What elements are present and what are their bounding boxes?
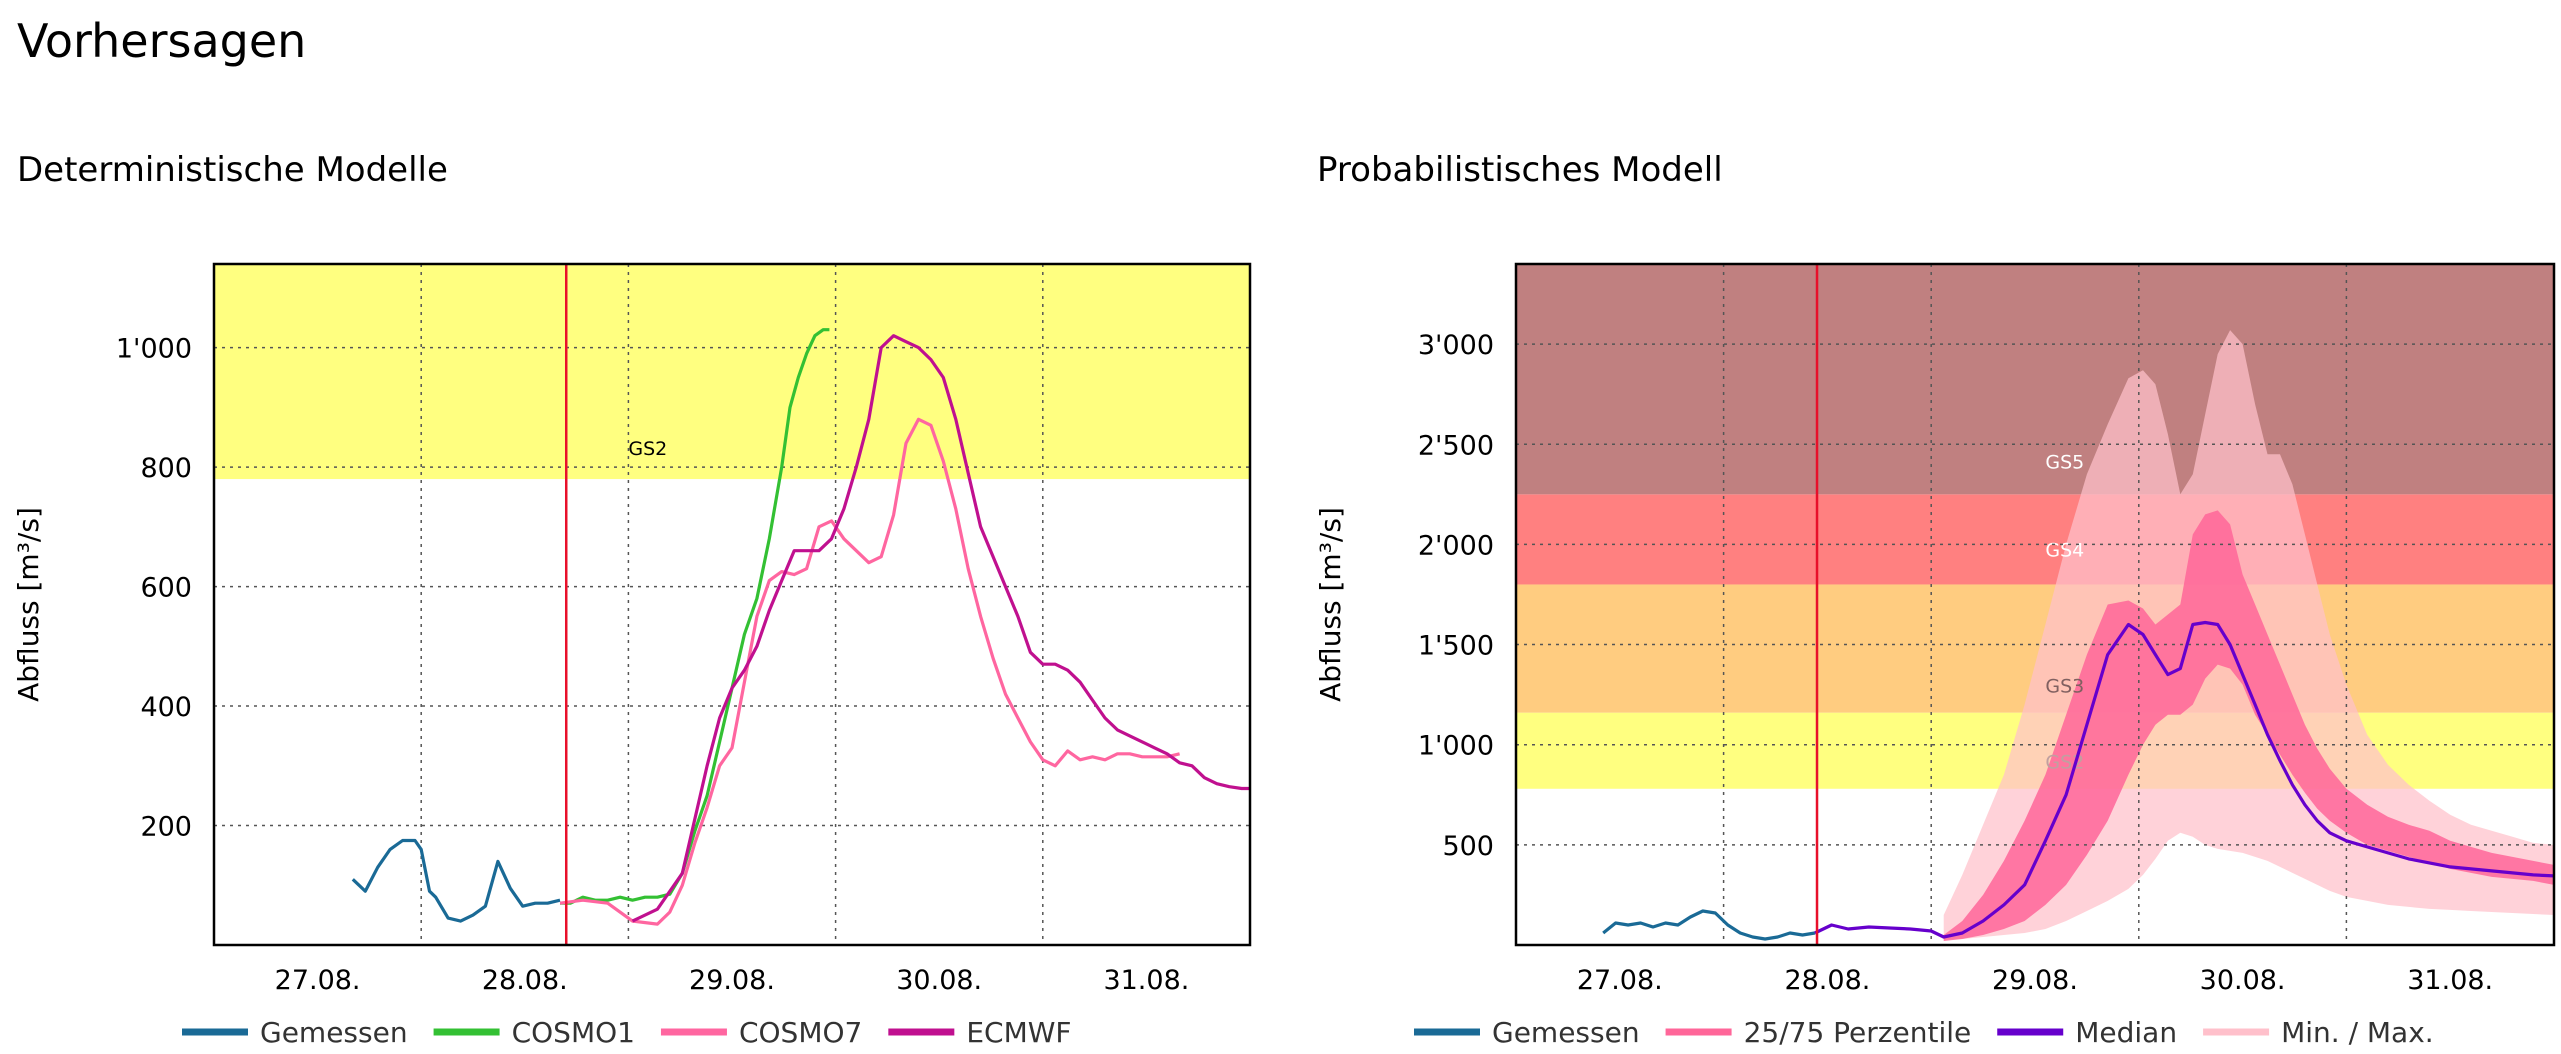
prob-legend-label-min-max: Min. / Max. [2281,1016,2434,1049]
det-series-cosmo7 [559,417,1180,926]
prob-envelope-25-75-perzentile [1943,510,2554,941]
det-series-ecmwf [631,334,1250,923]
deterministic-chart-title: Deterministische Modelle [17,150,448,190]
prob-legend-label-25-75-perzentile: 25/75 Perzentile [1744,1016,1972,1049]
det-band-label-gs2: GS2 [628,438,667,460]
prob-legend-label-median: Median [2075,1016,2177,1049]
prob-band-gs4 [1516,494,2554,585]
prob-y-axis-label: Abfluss [m³/s] [1314,507,1347,702]
prob-y-tick-label: 1'500 [1418,631,1494,662]
det-band-gs2 [214,264,1250,480]
prob-y-tick-label: 500 [1442,831,1494,862]
prob-y-tick-label: 3'000 [1418,330,1494,361]
probabilistic-chart: GS2GS3GS4GS55001'0001'5002'0002'5003'000… [1314,262,2556,1049]
page-title: Vorhersagen [17,14,307,68]
prob-plot-content [1943,330,2554,941]
deterministic-chart: GS2 200 400 600 800 1'000 27.08. 28.08. 29.08. 30… [12,262,1252,1049]
det-x-tick-label: 30.08. [896,965,982,996]
prob-y-tick-label: 1'000 [1418,731,1494,762]
det-series-layer [351,328,1250,926]
det-y-tick-label: 400 [140,692,192,723]
probabilistic-chart-title: Probabilistisches Modell [1317,150,1723,190]
det-series-gemessen [351,838,561,923]
det-x-tick-label: 31.08. [1103,965,1189,996]
det-y-tick-label: 200 [140,812,192,843]
prob-band-gs5 [1516,264,2554,495]
prob-plot-frame [1514,262,2556,947]
prob-x-tick-label: 30.08. [2200,965,2286,996]
prob-band-label-gs5: GS5 [2045,451,2084,473]
det-y-axis-label: Abfluss [m³/s] [12,507,45,702]
prob-band-label-gs3: GS3 [2045,676,2084,698]
det-x-tick-label: 27.08. [275,965,361,996]
prob-x-tick-label: 27.08. [1577,965,1663,996]
det-series-cosmo1 [560,328,830,905]
det-legend-label-ecmwf: ECMWF [966,1016,1071,1049]
prob-band-label-gs4: GS4 [2045,539,2084,561]
det-legend-label-cosmo1: COSMO1 [512,1016,635,1049]
prob-y-tick-label: 2'500 [1418,430,1494,461]
prob-series-gemessen [1602,909,1816,941]
det-x-tick-label: 28.08. [482,965,568,996]
prob-series-layer [1602,620,2554,941]
det-y-tick-label: 800 [140,453,192,484]
prob-x-tick-label: 31.08. [2407,965,2493,996]
prob-x-tick-label: 28.08. [1784,965,1870,996]
prob-x-tick-label: 29.08. [1992,965,2078,996]
det-legend-label-cosmo7: COSMO7 [739,1016,862,1049]
det-plot-frame [212,262,1252,947]
det-y-tick-label: 1'000 [116,334,192,365]
det-y-tick-label: 600 [140,573,192,604]
det-x-tick-label: 29.08. [689,965,775,996]
prob-legend-label-gemessen: Gemessen [1492,1016,1640,1049]
prob-y-tick-label: 2'000 [1418,530,1494,561]
prob-series-median [1814,620,2554,939]
det-legend-label-gemessen: Gemessen [260,1016,408,1049]
